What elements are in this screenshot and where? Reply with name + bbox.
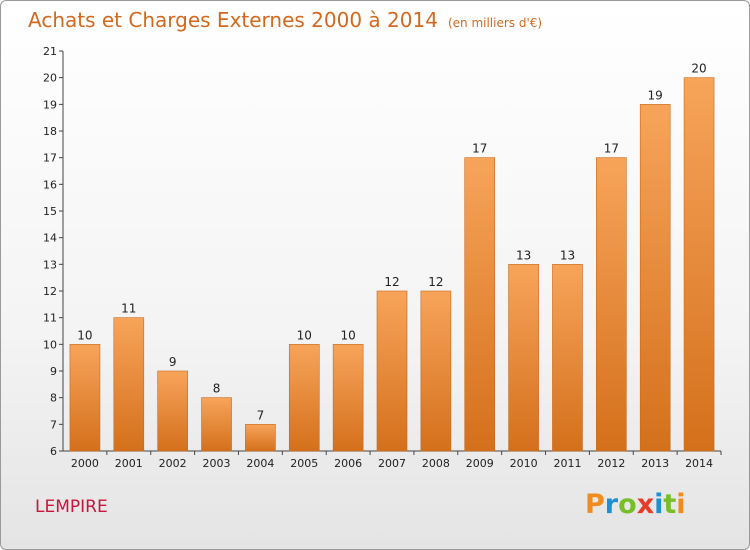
bar-2008 [420,290,452,452]
data-label-2004: 7 [257,408,265,422]
x-tick-label-2012: 2012 [597,457,625,470]
y-tick-label: 16 [43,178,57,191]
y-tick-label: 21 [43,45,57,58]
y-tick-label: 18 [43,125,57,138]
logo-letter: t [663,489,677,520]
bar-2012 [596,157,627,452]
y-tick-label: 9 [50,365,57,378]
bar-2010 [508,264,539,452]
chart-title: Achats et Charges Externes 2000 à 2014 (e… [28,8,542,32]
bar-2001 [113,317,145,452]
y-tick-label: 8 [50,392,57,405]
x-tick-label-2003: 2003 [203,457,231,470]
y-tick-label: 19 [43,98,57,111]
bar-2005 [288,344,320,452]
x-tick-label-2002: 2002 [159,457,187,470]
bar-2004 [245,424,276,452]
x-tick-label-2000: 2000 [71,457,99,470]
y-tick-label: 13 [43,258,57,271]
data-label-2014: 20 [691,62,706,76]
title-text: Achats et Charges Externes 2000 à 2014 [28,8,438,32]
y-tick-label: 10 [43,338,57,351]
data-label-2000: 10 [77,328,92,342]
x-tick-label-2008: 2008 [422,457,450,470]
data-label-2008: 12 [428,275,443,289]
logo-letter: r [604,489,619,520]
x-tick-label-2004: 2004 [246,457,274,470]
bar-2009 [464,157,496,452]
logo-letter: o [618,489,637,520]
x-tick-label-2007: 2007 [378,457,406,470]
bar-2013 [639,104,671,452]
bar-2011 [552,264,583,452]
chart-subtitle: (en milliers d'€) [447,16,543,30]
y-tick-label: 6 [50,445,57,458]
y-tick-label: 14 [43,232,57,245]
data-label-2010: 13 [516,248,531,262]
data-labels: 10 11 9 8 7 10 10 12 12 17 13 13 17 19 20 [77,62,706,423]
y-tick-label: 12 [43,285,57,298]
commune-name: LEMPIRE [35,497,108,517]
data-label-2011: 13 [560,248,575,262]
x-tick-label-2010: 2010 [510,457,538,470]
y-tick-label: 20 [43,72,57,85]
data-label-2001: 11 [121,302,136,316]
logo-letter: i [676,489,686,520]
y-tick-label: 7 [50,418,57,431]
y-tick-label: 15 [43,205,57,218]
data-label-2003: 8 [213,382,221,396]
data-label-2002: 9 [169,355,177,369]
x-tick-label-2009: 2009 [466,457,494,470]
x-tick-label-2001: 2001 [115,457,143,470]
logo-letter: x [636,489,655,520]
x-tick-label-2005: 2005 [290,457,318,470]
logo-letter: P [585,489,605,520]
bar-2003 [201,397,232,452]
x-tick-label-2013: 2013 [641,457,669,470]
logo-letter: i [654,489,664,520]
axes: 6 7 8 9 10 11 12 13 14 15 16 17 18 19 20 21 2000 2001 2002… [43,45,722,470]
bar-2007 [376,290,408,452]
data-label-2009: 17 [472,142,487,156]
data-label-2013: 19 [648,88,663,102]
data-label-2005: 10 [297,328,312,342]
y-tick-label: 11 [43,312,57,325]
bar-2006 [332,344,364,452]
bar-2014 [683,77,715,452]
data-label-2006: 10 [340,328,355,342]
bar-2002 [157,370,188,452]
x-tick-label-2014: 2014 [685,457,713,470]
y-tick-label: 17 [43,152,57,165]
bars [69,77,715,452]
x-tick-label-2006: 2006 [334,457,362,470]
bar-2000 [69,344,101,452]
proxiti-logo[interactable]: Proxiti [585,489,686,520]
data-label-2007: 12 [384,275,399,289]
data-label-2012: 17 [604,142,619,156]
x-tick-label-2011: 2011 [553,457,581,470]
